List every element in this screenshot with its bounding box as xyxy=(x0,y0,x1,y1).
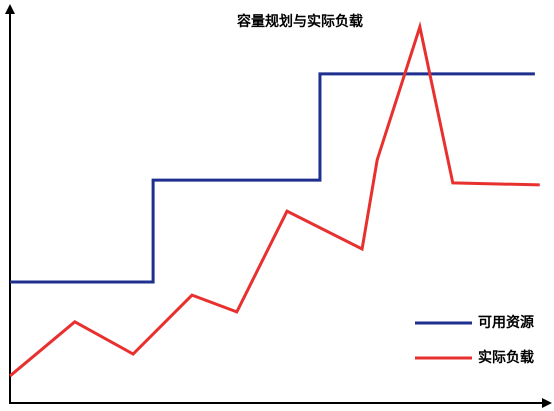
legend-label: 实际负载 xyxy=(478,349,534,366)
series-line xyxy=(10,72,535,284)
chart-title: 容量规划与实际负载 xyxy=(236,13,363,30)
series-line xyxy=(9,21,540,378)
legend-label: 可用资源 xyxy=(478,314,534,331)
